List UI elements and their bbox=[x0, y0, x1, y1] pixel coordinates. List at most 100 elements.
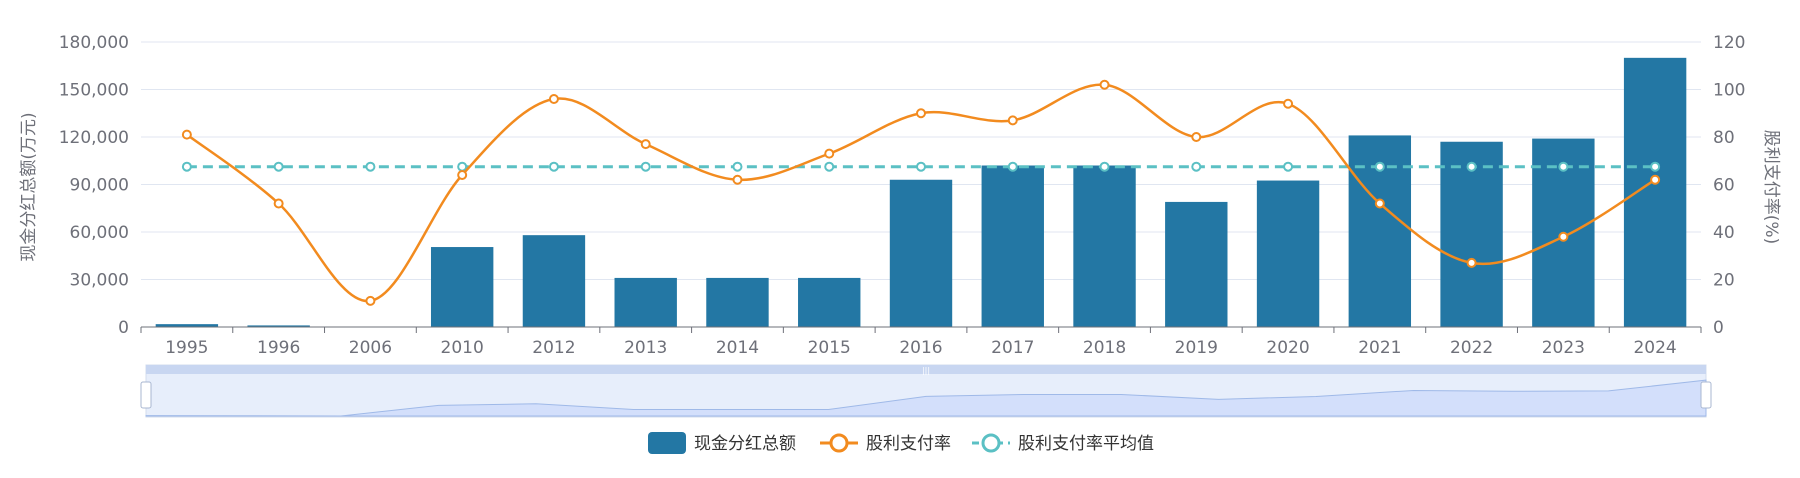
x-tick-label: 2014 bbox=[716, 338, 759, 358]
right-tick-label: 20 bbox=[1713, 271, 1735, 291]
left-tick-label: 30,000 bbox=[70, 271, 129, 291]
rate-point bbox=[548, 94, 559, 104]
x-tick-label: 2015 bbox=[808, 338, 851, 358]
right-tick-label: 120 bbox=[1713, 33, 1745, 53]
zoom-preview-area bbox=[145, 379, 1707, 417]
right-tick-label: 40 bbox=[1713, 223, 1735, 243]
x-tick-label: 2023 bbox=[1542, 338, 1585, 358]
legend-item-dividend-total[interactable]: 现金分红总额 bbox=[648, 432, 796, 454]
bar bbox=[981, 165, 1044, 327]
rate-point bbox=[457, 170, 468, 180]
bar bbox=[1256, 180, 1320, 327]
rate-point bbox=[916, 108, 926, 119]
rate-point bbox=[1650, 174, 1661, 185]
rate-point bbox=[1283, 98, 1294, 109]
bar bbox=[614, 277, 677, 327]
bar bbox=[889, 179, 953, 327]
average-point bbox=[457, 161, 468, 172]
left-tick-label: 0 bbox=[118, 318, 129, 338]
average-point bbox=[824, 161, 835, 172]
legend-item-payout-average[interactable]: 股利支付率平均值 bbox=[972, 433, 1154, 454]
bar bbox=[522, 235, 586, 327]
zoom-handle-left[interactable] bbox=[140, 381, 152, 409]
bar bbox=[706, 277, 769, 327]
legend-item-payout-rate[interactable]: 股利支付率 bbox=[820, 433, 951, 454]
x-tick-label: 2021 bbox=[1358, 338, 1401, 358]
average-point bbox=[181, 161, 192, 172]
average-point bbox=[916, 161, 926, 172]
bar bbox=[1165, 201, 1228, 327]
average-point bbox=[640, 161, 651, 172]
left-tick-label: 150,000 bbox=[59, 81, 129, 101]
x-tick-label: 1996 bbox=[257, 338, 300, 358]
x-tick-label: 2020 bbox=[1266, 338, 1309, 358]
average-point bbox=[1283, 161, 1294, 172]
average-point bbox=[1374, 161, 1385, 172]
bar bbox=[798, 277, 861, 327]
left-tick-label: 90,000 bbox=[70, 176, 129, 196]
average-point bbox=[732, 161, 743, 172]
left-tick-label: 180,000 bbox=[59, 33, 129, 53]
rate-line bbox=[186, 83, 1656, 303]
left-axis-title: 现金分红总额(万元) bbox=[19, 112, 39, 261]
zoom-top-bar[interactable] bbox=[146, 365, 1706, 374]
bar bbox=[1073, 165, 1136, 327]
average-point bbox=[1466, 161, 1477, 172]
rate-point bbox=[181, 129, 192, 140]
legend-label-payout-average: 股利支付率平均值 bbox=[1018, 434, 1154, 454]
right-tick-label: 80 bbox=[1713, 128, 1735, 148]
legend-label-payout-rate: 股利支付率 bbox=[866, 434, 951, 454]
x-tick-label: 2024 bbox=[1633, 338, 1676, 358]
legend-swatch-bar bbox=[648, 432, 686, 454]
right-tick-label: 0 bbox=[1713, 318, 1724, 338]
x-tick-label: 2019 bbox=[1175, 338, 1218, 358]
right-tick-label: 60 bbox=[1713, 176, 1735, 196]
rate-point bbox=[1558, 231, 1569, 242]
bar bbox=[1440, 141, 1503, 327]
average-point bbox=[365, 161, 376, 172]
bar bbox=[247, 325, 310, 327]
right-axis-title: 股利支付率(%) bbox=[1761, 130, 1781, 244]
x-tick-label: 2006 bbox=[349, 338, 392, 358]
average-point bbox=[1558, 161, 1569, 172]
rate-line-series bbox=[181, 79, 1661, 306]
left-y-axis: 0 30,000 60,000 90,000 120,000 150,000 180,000 bbox=[59, 33, 129, 338]
left-tick-label: 120,000 bbox=[59, 128, 129, 148]
rate-point bbox=[1191, 132, 1202, 142]
average-point bbox=[1191, 161, 1202, 172]
rate-point bbox=[273, 198, 284, 209]
rate-point bbox=[640, 139, 651, 150]
legend-label-dividend-total: 现金分红总额 bbox=[694, 434, 796, 454]
zoom-handle-right[interactable] bbox=[1700, 381, 1712, 409]
rate-point bbox=[824, 148, 835, 159]
average-point bbox=[1099, 161, 1110, 172]
legend-swatch-rate-marker bbox=[829, 433, 849, 453]
bar bbox=[430, 247, 494, 327]
x-tick-label: 2010 bbox=[441, 338, 484, 358]
rate-point bbox=[1466, 257, 1477, 268]
zoom-drag-grip[interactable]: ||| bbox=[922, 366, 930, 375]
x-tick-label: 2013 bbox=[624, 338, 667, 358]
x-tick-label: 1995 bbox=[165, 338, 208, 358]
average-point bbox=[1007, 161, 1018, 172]
rate-point bbox=[1374, 198, 1385, 209]
x-tick-label: 2018 bbox=[1083, 338, 1126, 358]
x-tick-label: 2016 bbox=[899, 338, 942, 358]
x-tick-label: 2012 bbox=[532, 338, 575, 358]
data-zoom-slider[interactable]: ||| bbox=[140, 364, 1712, 418]
right-tick-label: 100 bbox=[1713, 81, 1745, 101]
x-axis: 1995 1996 2006 2010 2012 2013 2014 2015 2016 2017… bbox=[140, 326, 1702, 358]
right-y-axis: 0 20 40 60 80 100 120 bbox=[1713, 33, 1745, 338]
legend-swatch-average-marker bbox=[981, 433, 1001, 453]
rate-point bbox=[1099, 79, 1110, 90]
average-point bbox=[1650, 161, 1661, 172]
bar bbox=[1623, 57, 1687, 327]
average-point bbox=[548, 161, 559, 172]
rate-point bbox=[365, 295, 376, 306]
left-tick-label: 60,000 bbox=[70, 223, 129, 243]
legend: 现金分红总额 股利支付率 股利支付率平均值 bbox=[648, 432, 1154, 454]
x-tick-label: 2022 bbox=[1450, 338, 1493, 358]
bar bbox=[155, 324, 219, 327]
x-tick-label: 2017 bbox=[991, 338, 1034, 358]
